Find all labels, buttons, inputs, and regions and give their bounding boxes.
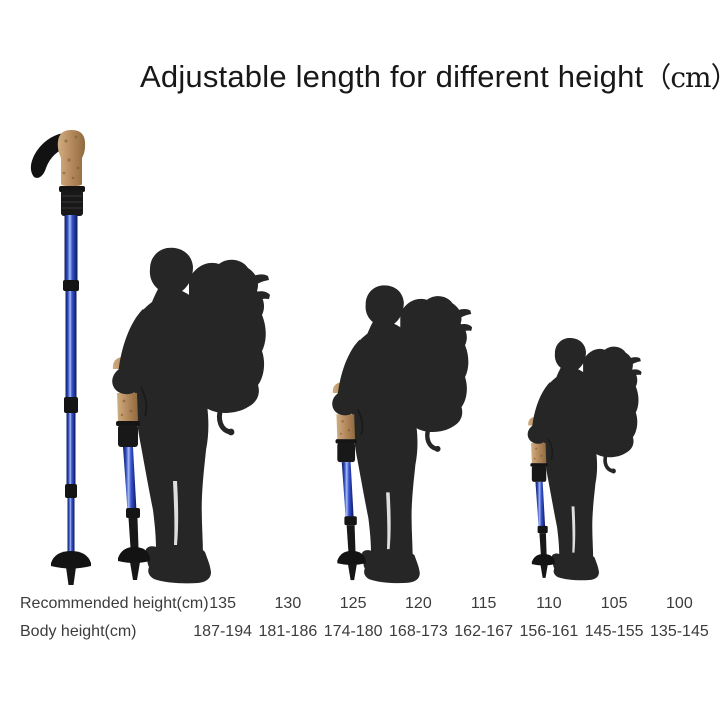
recommended-height-values: 135 130 125 120 115 110 105 100 — [190, 595, 712, 613]
body-height-label: Body height(cm) — [20, 623, 137, 640]
hiker-silhouette-large — [108, 248, 270, 584]
title-text: Adjustable length for different height — [140, 59, 644, 94]
recommended-value: 110 — [536, 595, 562, 612]
spec-row-recommended-height: Recommended height(cm) 135 130 125 120 1… — [0, 595, 720, 617]
body-height-value: 181-186 — [258, 623, 318, 640]
body-height-value: 145-155 — [584, 623, 644, 640]
recommended-height-label: Recommended height(cm) — [20, 595, 209, 612]
trekking-pole-graphic — [30, 130, 91, 585]
body-height-value: 135-145 — [650, 623, 709, 640]
body-height-value: 162-167 — [454, 623, 513, 640]
body-height-value: 174-180 — [323, 623, 383, 640]
body-height-value: 187-194 — [193, 623, 252, 640]
body-height-value: 156-161 — [519, 623, 579, 640]
recommended-value: 125 — [339, 595, 367, 612]
recommended-value: 135 — [209, 595, 236, 612]
body-height-values: 187-194 181-186 174-180 168-173 162-167 … — [190, 623, 712, 641]
page-title: Adjustable length for different height（c… — [140, 56, 720, 96]
body-height-value: 168-173 — [389, 623, 448, 640]
hiker-silhouette-medium — [329, 285, 473, 583]
spec-row-body-height: Body height(cm) 187-194 181-186 174-180 … — [0, 623, 720, 645]
recommended-value: 105 — [600, 595, 628, 612]
recommended-value: 120 — [405, 595, 432, 612]
title-unit: （cm） — [643, 61, 720, 94]
recommended-value: 100 — [666, 595, 693, 612]
recommended-value: 115 — [470, 595, 497, 612]
hiker-silhouette-small — [522, 336, 644, 583]
recommended-value: 130 — [274, 595, 302, 612]
